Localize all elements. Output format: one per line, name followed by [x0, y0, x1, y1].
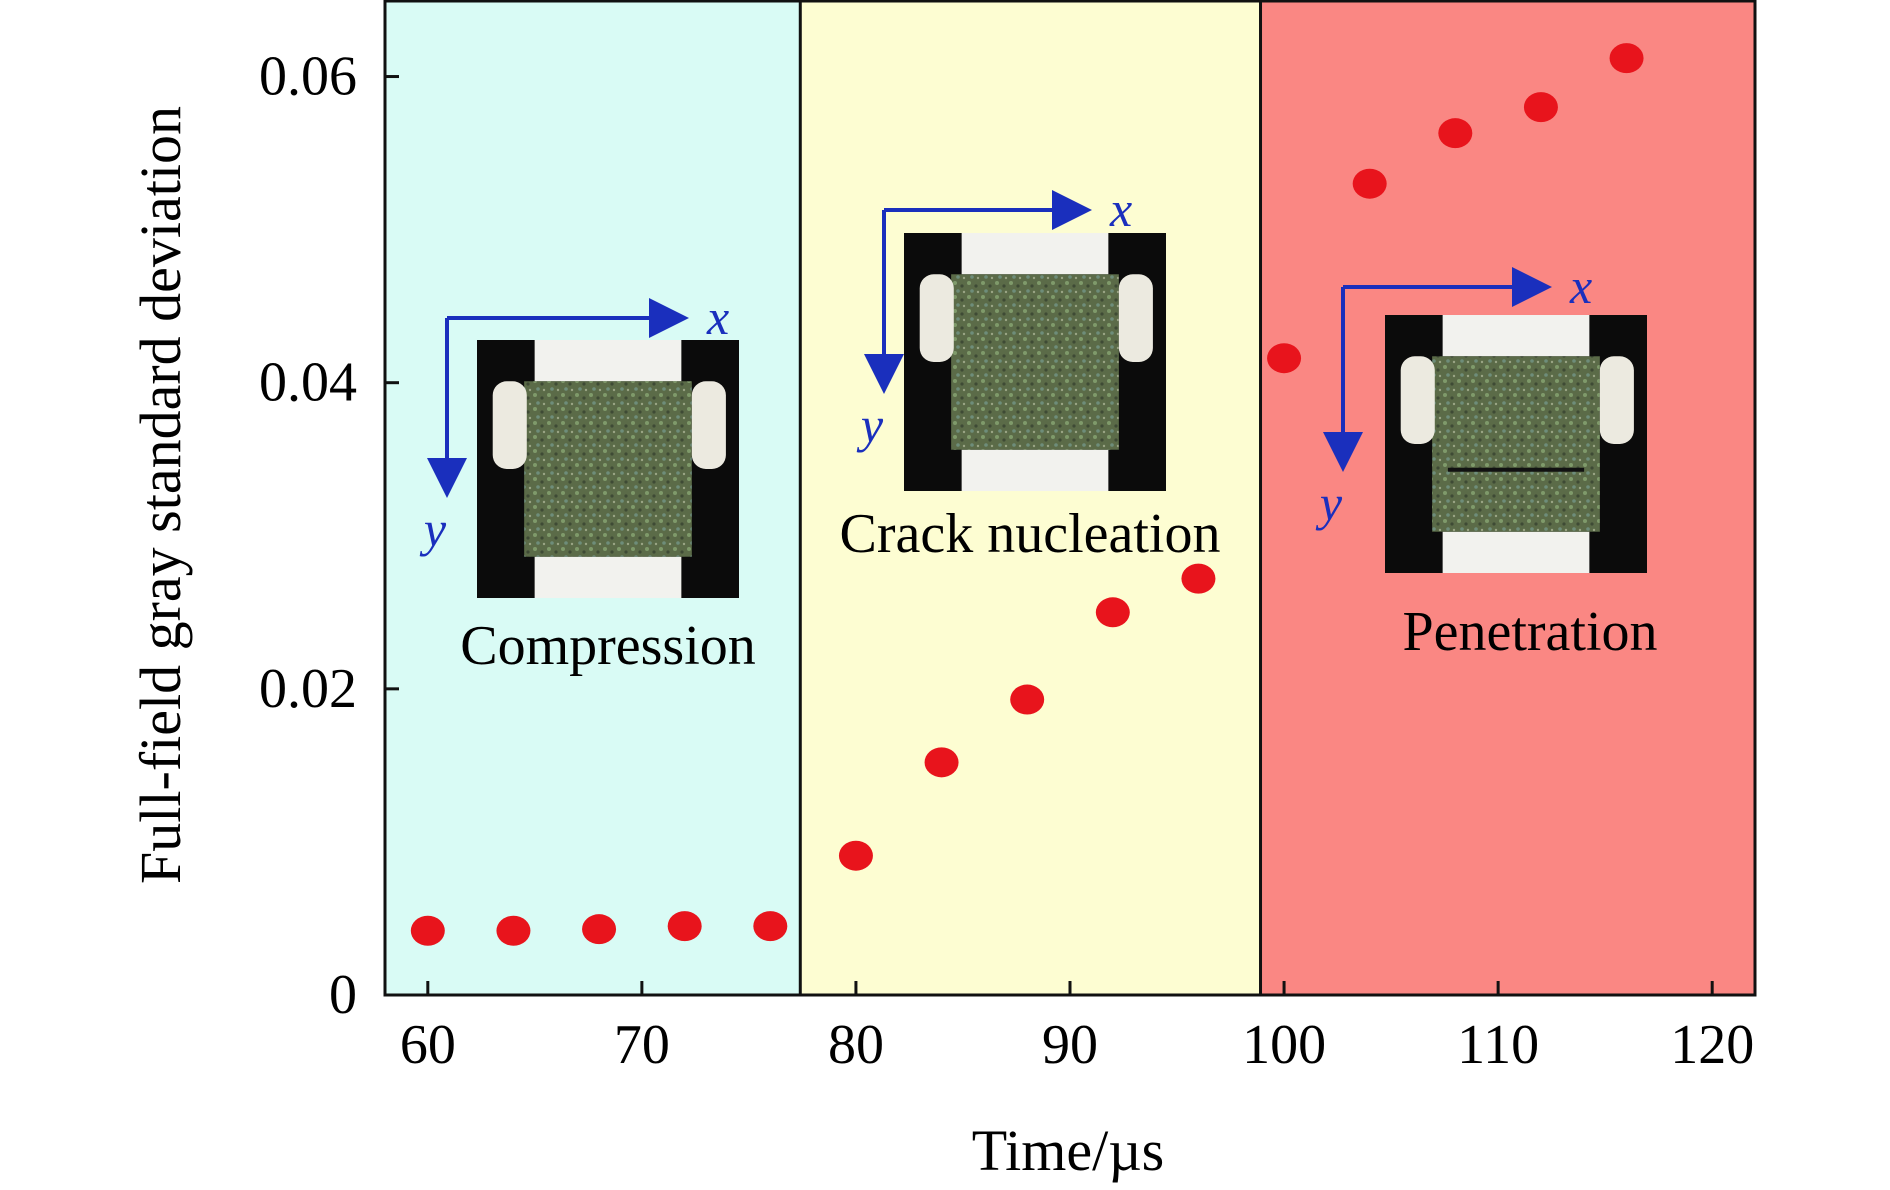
data-point	[1438, 118, 1473, 149]
inset-x-axis-label: x	[1109, 181, 1132, 237]
data-point	[410, 915, 445, 946]
y-tick-label: 0.02	[259, 658, 357, 720]
data-point	[1095, 597, 1130, 628]
inset-pin-left	[492, 381, 527, 469]
x-tick-label: 60	[400, 1014, 456, 1076]
x-axis-label: Time/µs	[972, 1118, 1164, 1183]
inset-crack-nucleation: xy	[856, 181, 1166, 491]
inset-specimen	[951, 274, 1119, 450]
data-point	[1010, 684, 1045, 715]
inset-specimen	[1432, 356, 1600, 532]
y-tick-label: 0.04	[259, 352, 357, 414]
data-point	[1609, 43, 1644, 74]
x-tick-label: 80	[828, 1014, 884, 1076]
x-tick-label: 120	[1670, 1014, 1754, 1076]
data-point	[753, 911, 788, 942]
data-point	[1352, 168, 1387, 199]
data-point	[496, 915, 531, 946]
data-point	[667, 911, 702, 942]
inset-y-axis-label: y	[1315, 475, 1343, 531]
inset-penetration: xy	[1315, 258, 1647, 573]
inset-pin-left	[1400, 356, 1435, 444]
inset-clamp-top	[534, 340, 682, 382]
data-point	[924, 747, 959, 778]
data-points	[410, 43, 1644, 946]
inset-specimen	[524, 381, 692, 557]
region-label-compression: Compression	[460, 615, 756, 677]
y-axis-label: Full-field gray standard deviation	[128, 106, 193, 884]
inset-x-axis-label: x	[1569, 258, 1592, 314]
inset-compression: xy	[419, 289, 739, 598]
inset-pin-right	[1599, 356, 1634, 444]
data-point	[1267, 343, 1302, 374]
inset-y-axis-label: y	[419, 501, 447, 557]
inset-clamp-bottom	[961, 449, 1109, 491]
region-label-crack-nucleation: Crack nucleation	[840, 503, 1221, 565]
y-tick-label: 0	[329, 964, 357, 1026]
region-label-penetration: Penetration	[1402, 601, 1657, 663]
data-point	[838, 840, 873, 871]
plot-regions	[385, 0, 1755, 995]
x-tick-label: 90	[1042, 1014, 1098, 1076]
data-point	[582, 914, 617, 945]
y-tick-label: 0.06	[259, 46, 357, 108]
x-tick-label: 110	[1457, 1014, 1539, 1076]
data-point	[1181, 563, 1216, 594]
data-point	[1523, 92, 1558, 123]
inset-clamp-top	[961, 233, 1109, 275]
inset-pin-right	[691, 381, 726, 469]
inset-pin-right	[1118, 274, 1153, 362]
inset-clamp-bottom	[1442, 531, 1590, 573]
inset-x-axis-label: x	[706, 289, 729, 345]
inset-pin-left	[919, 274, 954, 362]
inset-y-axis-label: y	[856, 397, 884, 453]
x-tick-label: 70	[614, 1014, 670, 1076]
region-dividers	[798, 0, 1263, 995]
inset-clamp-bottom	[534, 556, 682, 598]
inset-clamp-top	[1442, 315, 1590, 357]
x-tick-label: 100	[1242, 1014, 1326, 1076]
axes: 60 70 80 90 100 110 120 0 0.02 0.04 0.06	[259, 0, 1757, 1076]
region-2	[800, 0, 1261, 995]
